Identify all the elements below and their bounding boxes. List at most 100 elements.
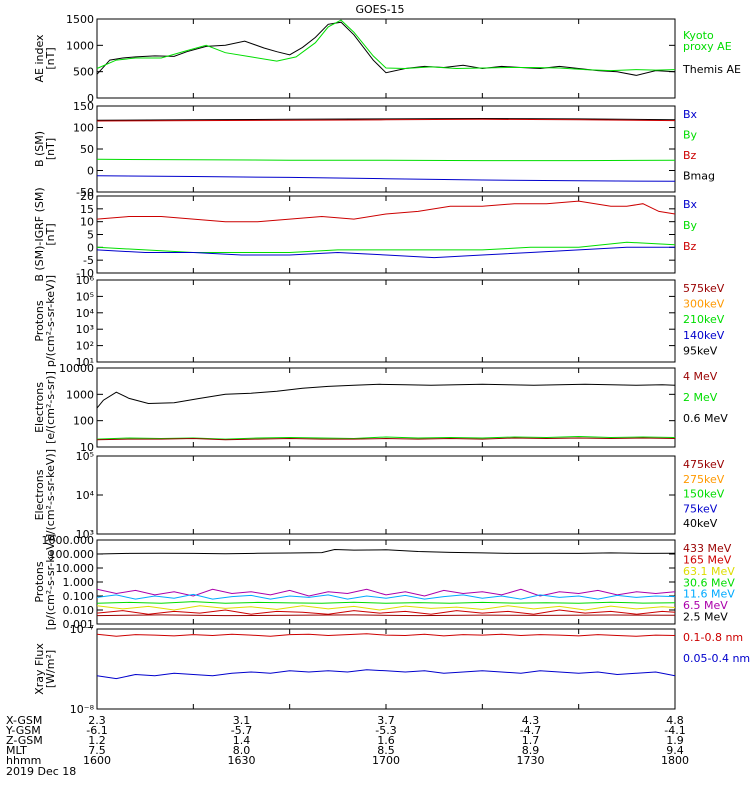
legend-entry: 0.1-0.8 nm [683,631,743,644]
y-tick-label: 10000 [59,362,94,375]
legend-entry-line: Bz [683,240,697,253]
x-row-value: -5.3 [375,724,396,737]
legend-entry-line: By [683,219,698,232]
legend-entry: Bz [683,240,697,253]
x-row-value: -6.1 [86,724,107,737]
x-row-value: 1.7 [522,734,540,747]
legend-entry: 575keV [683,282,725,295]
x-row-label: MLT [6,744,27,757]
y-tick-label: 0.010 [63,604,95,617]
x-row-value: 9.4 [666,744,684,757]
y-tick-label: 1000 [66,39,94,52]
legend-entry: 75keV [683,502,718,515]
legend-entry-line: 30.6 MeV [683,576,735,589]
y-tick-label: 100.000 [49,548,95,561]
y-tick-label: 10³ [76,323,94,336]
y-axis-label-line: B (SM) [33,131,46,167]
legend-entry-line: 140keV [683,329,725,342]
y-tick-label: 100 [73,415,94,428]
y-tick-label: 0.100 [63,590,95,603]
y-tick-label: 10⁶ [76,274,95,287]
x-row-value: -5.7 [231,724,252,737]
y-tick-label: 0 [87,92,94,105]
panel-electrons2: 10⁵ 10⁴ 10³ Electronse/(cm²-s-sr-keV)] 475ke… [33,449,725,541]
y-tick-label: -5 [83,254,94,267]
x-row-value: 1600 [83,754,111,767]
y-tick-label: 10 [80,216,94,229]
y-axis-label-line: Protons [33,561,46,602]
legend-entry-line: proxy AE [683,40,732,53]
legend-entry-line: 0.05-0.4 nm [683,652,750,665]
y-tick-label: 100 [73,122,94,135]
legend-entry-line: 475keV [683,458,725,471]
y-tick-label: 10⁻⁷ [70,623,94,636]
series-bz-line [96,118,676,122]
y-tick-label: 10⁴ [76,489,95,502]
y-axis-label: B (SM)[nT] [33,131,57,167]
legend-entry: 475keV [683,458,725,471]
y-tick-label: 0 [87,165,94,178]
x-row-value: -4.7 [520,724,541,737]
legend-entry-line: 4 MeV [683,370,718,383]
y-tick-label: 0.001 [63,618,95,631]
legend-entry-line: Bmag [683,170,715,183]
legend-entry-line: Kyoto [683,29,714,42]
legend-entry: 433 MeV [683,542,732,555]
panel-frame [96,195,676,274]
panel-protons2: 1000.000100.00010.0001.0000.1000.0100.00… [33,534,735,631]
y-axis-label: Protons[p/(cm²-s-sr-keV)] [33,534,57,631]
series-0-6-mev-line [96,383,676,409]
y-tick-label: 5 [87,229,94,242]
panel-frame [96,628,676,710]
series-2-5-mev-line [96,548,676,555]
legend-entry: 63.1 MeV [683,565,735,578]
y-tick-label: 10³ [76,528,94,541]
x-row-value: 3.7 [377,714,395,727]
x-row-value: 4.3 [522,714,540,727]
x-row-value: 2.3 [88,714,106,727]
legend-entry: 95keV [683,344,718,357]
y-axis-label-line: [nT] [44,138,57,160]
y-axis-label-line: [e/(cm²-s-sr)] [44,371,57,444]
y-axis-label: Xray Flux[W/m²] [33,643,57,695]
series-0-05-0-4-nm-line [96,669,676,680]
legend-entry-line: Bz [683,149,697,162]
x-row-value: 7.5 [88,744,106,757]
legend-entry-line: 300keV [683,298,725,311]
x-row-label: X-GSM [6,714,42,727]
series-30-6-mev-line [96,601,676,604]
y-axis-label-line: e/(cm²-s-sr-keV)] [44,449,57,541]
series-themis-ae-line [96,21,676,76]
legend-entry-line: 11.6 MeV [683,588,735,601]
series-bmag-line [96,117,676,121]
x-row-value: 4.8 [666,714,684,727]
x-row-label: Z-GSM [6,734,43,747]
x-row-value: 1700 [372,754,400,767]
y-tick-label: 1000 [66,388,94,401]
series-63-1-mev-line [96,605,676,611]
y-axis-label-line: [p/(cm²-s-sr-keV)] [44,534,57,631]
y-axis-label-line: [W/m²] [44,650,57,688]
date-label: 2019 Dec 18 [6,765,76,778]
legend-entry: 165 MeV [683,553,732,566]
y-tick-label: 10⁵ [76,450,94,463]
series-4-mev-line [96,437,676,441]
y-axis-label: B (SM)-IGRF (SM)[nT] [33,187,57,281]
x-row-value: -4.1 [664,724,685,737]
series-433-mev-line [96,614,676,617]
legend-entry-line: 210keV [683,313,725,326]
y-tick-label: 50 [80,143,94,156]
series-bx-line [96,175,676,182]
y-tick-label: -10 [76,267,94,280]
legend-entry-line: 575keV [683,282,725,295]
y-axis-label-line: p/(cm²-s-sr-keV)] [44,275,57,367]
y-tick-label: 10.000 [56,562,95,575]
legend-entry-line: Themis AE [682,63,741,76]
y-tick-label: 10⁴ [76,307,95,320]
legend-entry: 30.6 MeV [683,576,735,589]
panel-frame [96,539,676,625]
legend-entry-line: 0.1-0.8 nm [683,631,743,644]
legend-entry-line: 75keV [683,502,718,515]
